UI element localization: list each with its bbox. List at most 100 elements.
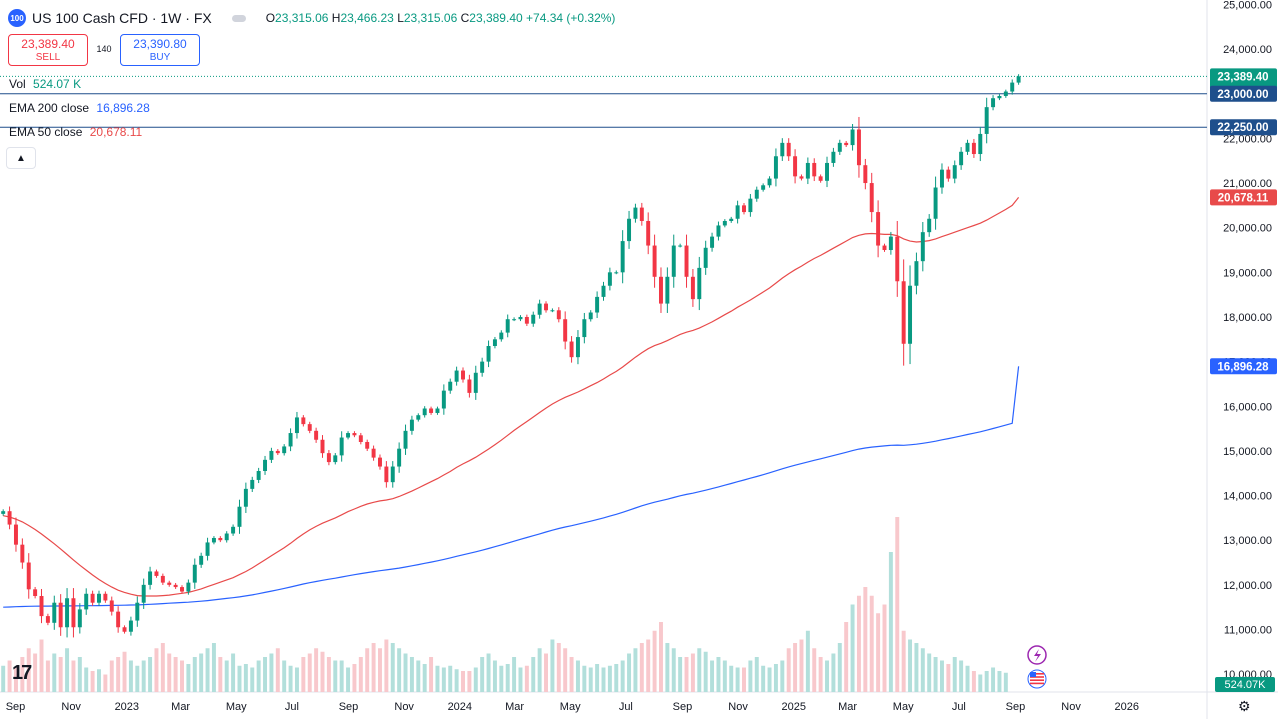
candle-body [148, 571, 153, 585]
volume-bar [914, 643, 919, 692]
ema200-legend[interactable]: EMA 200 close 16,896.28 [9, 101, 150, 115]
volume-bar [761, 665, 766, 692]
candle-body [920, 232, 925, 262]
volume-bar [237, 665, 242, 692]
candle-body [690, 276, 695, 300]
candle-body [77, 609, 82, 628]
candle-body [282, 446, 287, 454]
candle-body [307, 424, 312, 431]
candle-body [26, 562, 31, 590]
volume-bar [671, 648, 676, 692]
candle-body [231, 526, 236, 534]
volume-bar [550, 639, 555, 692]
volume-bar [895, 517, 900, 692]
volume-bar [45, 660, 50, 692]
volume-bar [588, 667, 593, 692]
volume-bar [218, 657, 223, 692]
candle-body [722, 220, 727, 226]
candle-body [761, 185, 766, 190]
volume-bar [978, 674, 983, 692]
sell-button[interactable]: 23,389.40 SELL [8, 34, 88, 66]
candle-body [601, 285, 606, 297]
volume-bar [275, 648, 280, 692]
level-tag-bg [1210, 119, 1277, 136]
buy-button[interactable]: 23,390.80 BUY [120, 34, 200, 66]
volume-bar [160, 643, 165, 692]
volume-bar [869, 595, 874, 692]
y-tick-label: 14,000.00 [1223, 491, 1272, 503]
candle-body [908, 285, 913, 344]
volume-bar [358, 657, 363, 692]
candle-body [192, 564, 197, 583]
candle-body [294, 417, 299, 434]
volume-bar [122, 651, 127, 692]
volume-bar [378, 648, 382, 692]
candle-body [135, 602, 140, 621]
volume-bar [141, 660, 146, 692]
volume-bar [556, 643, 561, 692]
candle-body [735, 205, 740, 219]
candle-body [799, 176, 804, 179]
candle-body [20, 544, 25, 563]
volume-bar [441, 667, 446, 692]
y-tick-label: 19,000.00 [1223, 267, 1272, 279]
volume-bar [991, 667, 996, 692]
candle-body [607, 272, 612, 286]
open-value: 23,315.06 [275, 11, 329, 25]
y-tick-label: 12,000.00 [1223, 580, 1272, 592]
candle-body [243, 488, 248, 507]
volume-bar [658, 622, 663, 692]
volume-bar [952, 657, 957, 692]
volume-bar [103, 674, 108, 692]
volume-bar [544, 653, 549, 692]
candle-body [441, 390, 446, 409]
volume-bar [314, 648, 319, 692]
candle-body [384, 466, 389, 483]
candle-body [65, 598, 70, 628]
volume-bar [927, 653, 932, 692]
symbol-title[interactable]: US 100 Cash CFD · 1W · FX [32, 10, 212, 26]
buy-label: BUY [149, 52, 171, 63]
x-tick-label: Sep [673, 701, 693, 713]
candle-body [869, 183, 874, 213]
volume-bar [390, 643, 395, 692]
candle-body [180, 587, 184, 592]
volume-bar [256, 660, 261, 692]
candle-body [863, 165, 868, 184]
volume-bar [537, 648, 542, 692]
ema50-legend[interactable]: EMA 50 close 20,678.11 [9, 125, 143, 139]
volume-indicator-legend[interactable]: Vol 524.07 K [9, 77, 82, 91]
candle-body [358, 435, 363, 442]
chevron-up-icon: ▲ [16, 152, 26, 164]
candle-body [952, 165, 957, 179]
candle-body [786, 142, 791, 157]
candle-body [652, 245, 657, 277]
candle-body [480, 361, 485, 373]
volume-bar [863, 587, 868, 692]
volume-bar [409, 657, 414, 692]
ohlc-readout: O23,315.06 H23,466.23 L23,315.06 C23,389… [265, 11, 616, 25]
candle-body [256, 471, 261, 480]
volume-bar [780, 660, 785, 692]
candle-body [199, 555, 204, 565]
ema50-line [3, 197, 1020, 597]
collapse-legend-button[interactable]: ▲ [6, 147, 36, 169]
volume-bar [627, 653, 632, 692]
candle-body [825, 162, 829, 181]
status-dot[interactable] [231, 14, 246, 22]
gear-icon[interactable]: ⚙ [1238, 698, 1251, 714]
x-tick-label: May [226, 701, 247, 713]
volume-bar [77, 657, 82, 692]
y-tick-label: 24,000.00 [1223, 44, 1272, 56]
symbol-badge[interactable]: 100 [8, 9, 26, 27]
candle-body [339, 437, 344, 456]
volume-bar [154, 648, 159, 692]
candle-body [876, 212, 881, 246]
volume-bar [282, 660, 287, 692]
flag-stripe [1030, 682, 1044, 685]
volume-bar [505, 664, 510, 692]
volume-bar [454, 669, 459, 692]
tradingview-logo[interactable]: 17 [12, 662, 32, 684]
x-tick-label: Jul [619, 701, 633, 713]
